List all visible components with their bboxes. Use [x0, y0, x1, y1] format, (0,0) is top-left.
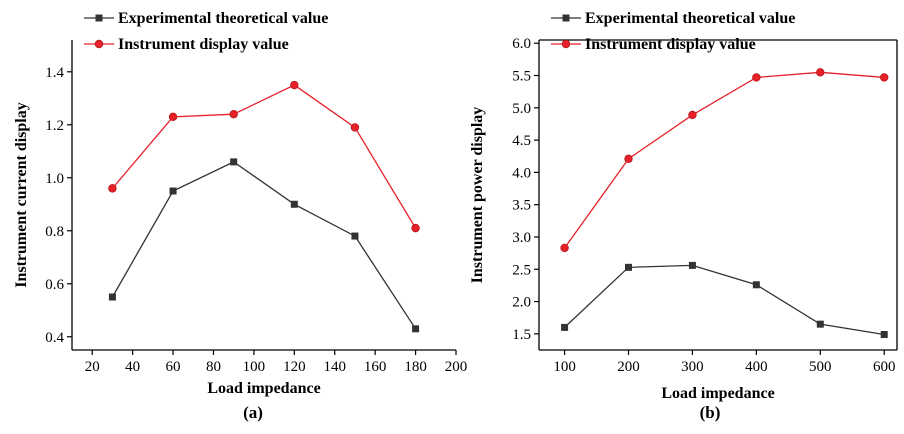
chart-a-y-axis-label: Instrument current display: [13, 102, 30, 288]
chart-b-series-2-point: [560, 243, 569, 253]
chart-b-x-axis-label: Load impedance: [661, 385, 774, 402]
chart-b-series-1-point: [625, 263, 632, 271]
chart-b-y-tick-label: 1.5: [512, 327, 531, 343]
chart-a-series-1-point: [230, 158, 238, 166]
chart-a-x-tick-label: 120: [283, 359, 306, 375]
chart-b-y-tick-label: 2.0: [512, 295, 531, 311]
chart-b-legend-label-2: Instrument display value: [585, 36, 756, 53]
chart-b-series-1-line: [564, 264, 885, 336]
chart-a-y-tick-label: 0.4: [45, 330, 64, 346]
chart-b-y-tick-label: 3.0: [512, 230, 531, 246]
chart-a-series-2-point: [108, 184, 117, 193]
chart-a-series-2-point: [350, 123, 360, 132]
chart-b-y-axis-label: Instrument power display: [469, 107, 486, 284]
chart-a-marks: 20 40 60 80 100 120 140 160 180 200 0.4 0.6 0.8 1.0 1.…: [45, 40, 467, 375]
chart-a-x-tick-label: 160: [364, 359, 387, 375]
chart-a-x-tick-label: 140: [323, 359, 346, 375]
chart-a-series-2-point: [168, 112, 178, 122]
chart-b-x-tick-label: 500: [809, 359, 832, 375]
chart-a-x-tick-label: 20: [85, 359, 100, 375]
chart-b-x-tick-label: 400: [745, 359, 768, 375]
chart-b-series-1-point: [688, 261, 696, 269]
chart-b-legend-marker-1: [562, 14, 570, 22]
chart-a-legend: Experimental theoretical value Instrumen…: [84, 10, 328, 53]
chart-a-series-2-line: [111, 84, 417, 229]
chart-a-series-1-point: [169, 187, 177, 195]
chart-b-series-2-point: [752, 73, 761, 82]
chart-b-x-tick-label: 100: [553, 359, 576, 375]
chart-a-x-tick-label: 60: [166, 359, 181, 375]
chart-b-caption: (b): [700, 403, 721, 422]
chart-b-series-1-point: [561, 323, 569, 331]
chart-b-y-tick-label: 5.5: [512, 69, 531, 85]
chart-a-series-1-line: [111, 161, 417, 330]
chart-b-series-1-point: [752, 281, 760, 289]
chart-a-series-1-point: [412, 325, 420, 333]
chart-b-y-tick-label: 6.0: [512, 36, 531, 52]
chart-a-legend-item-2: Instrument display value: [84, 36, 289, 53]
chart-a-y-tick-label: 1.4: [45, 65, 64, 81]
chart-a-legend-label-1: Experimental theoretical value: [118, 10, 328, 27]
chart-a-y-tick-label: 0.6: [45, 277, 64, 293]
chart-b-x-tick-label: 300: [681, 359, 704, 375]
chart-a-y-tick-label: 1.0: [45, 171, 64, 187]
chart-a-x-axis-label: Load impedance: [207, 380, 320, 397]
chart-b-x-tick-label: 200: [617, 359, 640, 375]
chart-a-legend-marker-1: [95, 14, 103, 22]
chart-b-legend-label-1: Experimental theoretical value: [585, 10, 795, 27]
chart-a-y-tick-label: 0.8: [45, 224, 64, 240]
chart-a-x-tick-label: 40: [125, 359, 140, 375]
chart-b-y-tick-label: 4.0: [512, 165, 531, 181]
chart-b-series-2-line: [564, 71, 885, 249]
chart-b-y-tick-label: 4.5: [512, 133, 531, 149]
chart-b-legend: Experimental theoretical value Instrumen…: [551, 10, 795, 53]
chart-b-legend-item-2: Instrument display value: [551, 36, 756, 53]
chart-a-y-tick-label: 1.2: [45, 118, 64, 134]
chart-b-series-1-point: [816, 320, 824, 328]
chart-a-x-tick-label: 80: [206, 359, 221, 375]
chart-b-legend-marker-2: [561, 39, 571, 49]
chart-a-legend-label-2: Instrument display value: [118, 36, 289, 53]
chart-a-series-2-point: [229, 109, 238, 119]
chart-a-series-1-point: [351, 232, 359, 240]
chart-a-legend-marker-2: [94, 39, 104, 49]
chart-a: 20 40 60 80 100 120 140 160 180 200 0.4 0.6 0.8 1.0 1.…: [13, 10, 467, 422]
chart-a-series-1-point: [290, 200, 298, 208]
chart-b-series-1-point: [880, 331, 888, 338]
chart-a-x-tick-label: 180: [404, 359, 427, 375]
chart-b-y-tick-label: 2.5: [512, 262, 531, 278]
chart-a-caption: (a): [243, 403, 263, 422]
chart-a-series-2-point: [411, 223, 420, 233]
chart-b-legend-item-1: Experimental theoretical value: [551, 10, 795, 27]
chart-b-series-2-point: [880, 73, 889, 82]
chart-b: 100 200 300 400 500 600 1.5 2.0 2.5 3.0 3.5 4.0 4.5 5…: [469, 10, 898, 422]
chart-b-y-tick-label: 3.5: [512, 198, 531, 214]
chart-a-series-1-point: [108, 293, 116, 301]
chart-b-series-2-point: [624, 154, 633, 164]
chart-b-series-2-point: [816, 68, 825, 77]
chart-a-series-2-point: [290, 80, 299, 90]
chart-a-x-tick-label: 100: [243, 359, 266, 375]
chart-b-marks: 100 200 300 400 500 600 1.5 2.0 2.5 3.0 3.5 4.0 4.5 5…: [512, 36, 898, 375]
chart-b-series-2-point: [688, 110, 697, 120]
chart-a-legend-item-1: Experimental theoretical value: [84, 10, 328, 27]
chart-b-x-tick-label: 600: [873, 359, 896, 375]
chart-b-y-tick-label: 5.0: [512, 101, 531, 117]
chart-a-x-tick-label: 200: [445, 359, 468, 375]
